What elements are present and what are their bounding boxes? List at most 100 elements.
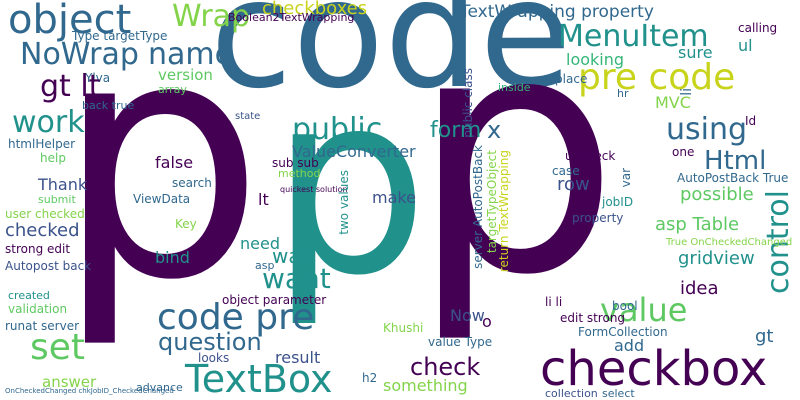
- word-created: created: [8, 289, 50, 302]
- word-boolean2textwrapping: Boolean2TextWrapping: [228, 11, 355, 24]
- word-autopostback-true: AutoPostBack True: [677, 171, 789, 185]
- word-need: need: [240, 234, 280, 253]
- word-validation: validation: [8, 302, 68, 316]
- word-asp-table: asp Table: [655, 214, 740, 235]
- word-li-li: li li: [545, 295, 563, 309]
- word-sure: sure: [678, 43, 713, 62]
- word-row: row: [557, 174, 590, 195]
- word-using: using: [666, 112, 748, 147]
- word-advance: advance: [136, 381, 183, 394]
- word-return-textwrapping: return TextWrapping: [497, 150, 511, 273]
- word-version: version: [158, 66, 213, 84]
- word-public: public: [292, 112, 383, 147]
- word-sub-sub: sub sub: [272, 156, 319, 170]
- word-pre-code-top: pre code: [578, 57, 736, 98]
- word-add: add: [614, 336, 645, 355]
- word-answer: answer: [42, 373, 97, 391]
- word-object-parameter: object parameter: [222, 293, 327, 307]
- word-state: state: [235, 111, 261, 122]
- word-menuitem: MenuItem: [558, 19, 709, 54]
- word-khushi: Khushi: [383, 321, 424, 335]
- word-textwrapping-property: TextWrapping property: [460, 2, 654, 22]
- word-possible: possible: [680, 184, 754, 205]
- word-submit: submit: [38, 193, 76, 206]
- word-property: property: [572, 211, 624, 225]
- word-result: result: [275, 348, 321, 367]
- word-checkbox: checkbox: [540, 341, 768, 397]
- word-form: form: [430, 118, 482, 143]
- word-autopost-back: Autopost back: [5, 259, 92, 273]
- word-quickest-solution: quickest solution: [280, 185, 348, 194]
- word-true-onchecked: True OnCheckedChanged: [666, 237, 793, 248]
- word-gt: gt: [755, 326, 774, 347]
- word-htmlhelper: htmlHelper: [8, 137, 76, 151]
- word-lt: lt: [258, 190, 269, 209]
- word-key: Key: [175, 217, 197, 231]
- word-server-autopostback: server AutoPostBack: [471, 145, 485, 269]
- word-now: Now: [450, 306, 485, 325]
- word-p-left: p: [55, 0, 265, 352]
- word-edit-strong: edit strong: [560, 311, 626, 325]
- word-li: li: [679, 88, 695, 96]
- word-way: way: [272, 244, 313, 268]
- word-false: false: [155, 153, 194, 172]
- word-viewdata: ViewData: [133, 192, 191, 206]
- word-value-type: value Type: [428, 335, 493, 349]
- word-help: help: [40, 151, 66, 165]
- word-gt-lt: gt lt: [40, 69, 101, 104]
- word-asp: asp: [255, 259, 275, 272]
- word-gridview: gridview: [678, 248, 755, 269]
- word-select: select: [602, 387, 635, 400]
- word-one: one: [672, 145, 695, 159]
- word-want: want: [262, 262, 331, 295]
- word-back-true: back true: [82, 99, 135, 112]
- word-user-checked: user checked: [5, 207, 85, 221]
- word-make: make: [372, 188, 416, 207]
- word-something: something: [383, 376, 468, 395]
- word-nowrap: NoWrap: [20, 37, 139, 72]
- word-runat-server: runat server: [5, 319, 80, 333]
- word-o: o: [482, 312, 492, 331]
- word-formcollection: FormCollection: [578, 325, 668, 339]
- word-html: Html: [704, 146, 767, 176]
- word-strong-edit: strong edit: [5, 242, 71, 256]
- word-ul: ul: [738, 36, 753, 55]
- word-value: value: [600, 291, 688, 329]
- word-method: method: [278, 167, 321, 180]
- word-code-pre: code pre: [157, 297, 315, 338]
- word-h2: h2: [362, 371, 378, 385]
- word-uncheck: uncheck: [565, 149, 616, 163]
- word-search: search: [172, 176, 212, 190]
- word-textbox: TextBox: [185, 357, 333, 400]
- word-jobid: jobID: [602, 195, 634, 209]
- word-code: code: [210, 0, 572, 122]
- word-checked: checked: [5, 220, 80, 241]
- word-check: check: [410, 353, 481, 381]
- word-looks: looks: [198, 351, 230, 365]
- word-looking: looking: [566, 50, 625, 69]
- word-id: Id: [745, 114, 757, 128]
- word-onchecked-bottom: OnCheckedChanged chkJobID_CheckedChanged: [5, 387, 174, 395]
- word-bool: bool: [612, 299, 638, 313]
- word-name: name: [148, 37, 234, 72]
- word-collection: collection: [545, 387, 598, 400]
- word-two-values: two values: [337, 170, 351, 235]
- word-replace: replace: [543, 72, 588, 86]
- word-wrap: Wrap: [172, 0, 251, 34]
- word-checkboxes: checkboxes: [262, 0, 368, 19]
- word-mvc: MVC: [655, 93, 691, 112]
- word-bind: bind: [155, 248, 190, 267]
- word-case: case: [552, 164, 580, 178]
- word-p-middle: p: [270, 39, 429, 330]
- word-idea: idea: [680, 278, 719, 299]
- word-object: object: [8, 0, 132, 43]
- word-hr: hr: [617, 87, 629, 100]
- word-ylva: Ylva: [85, 71, 111, 85]
- word-question: question: [158, 328, 262, 356]
- word-inside: inside: [498, 81, 531, 94]
- word-x: x: [487, 116, 502, 144]
- word-array: array: [158, 83, 187, 96]
- word-thank: Thank: [38, 175, 88, 194]
- word-set: set: [30, 327, 86, 368]
- word-type-targettype: Type targetType: [72, 29, 168, 43]
